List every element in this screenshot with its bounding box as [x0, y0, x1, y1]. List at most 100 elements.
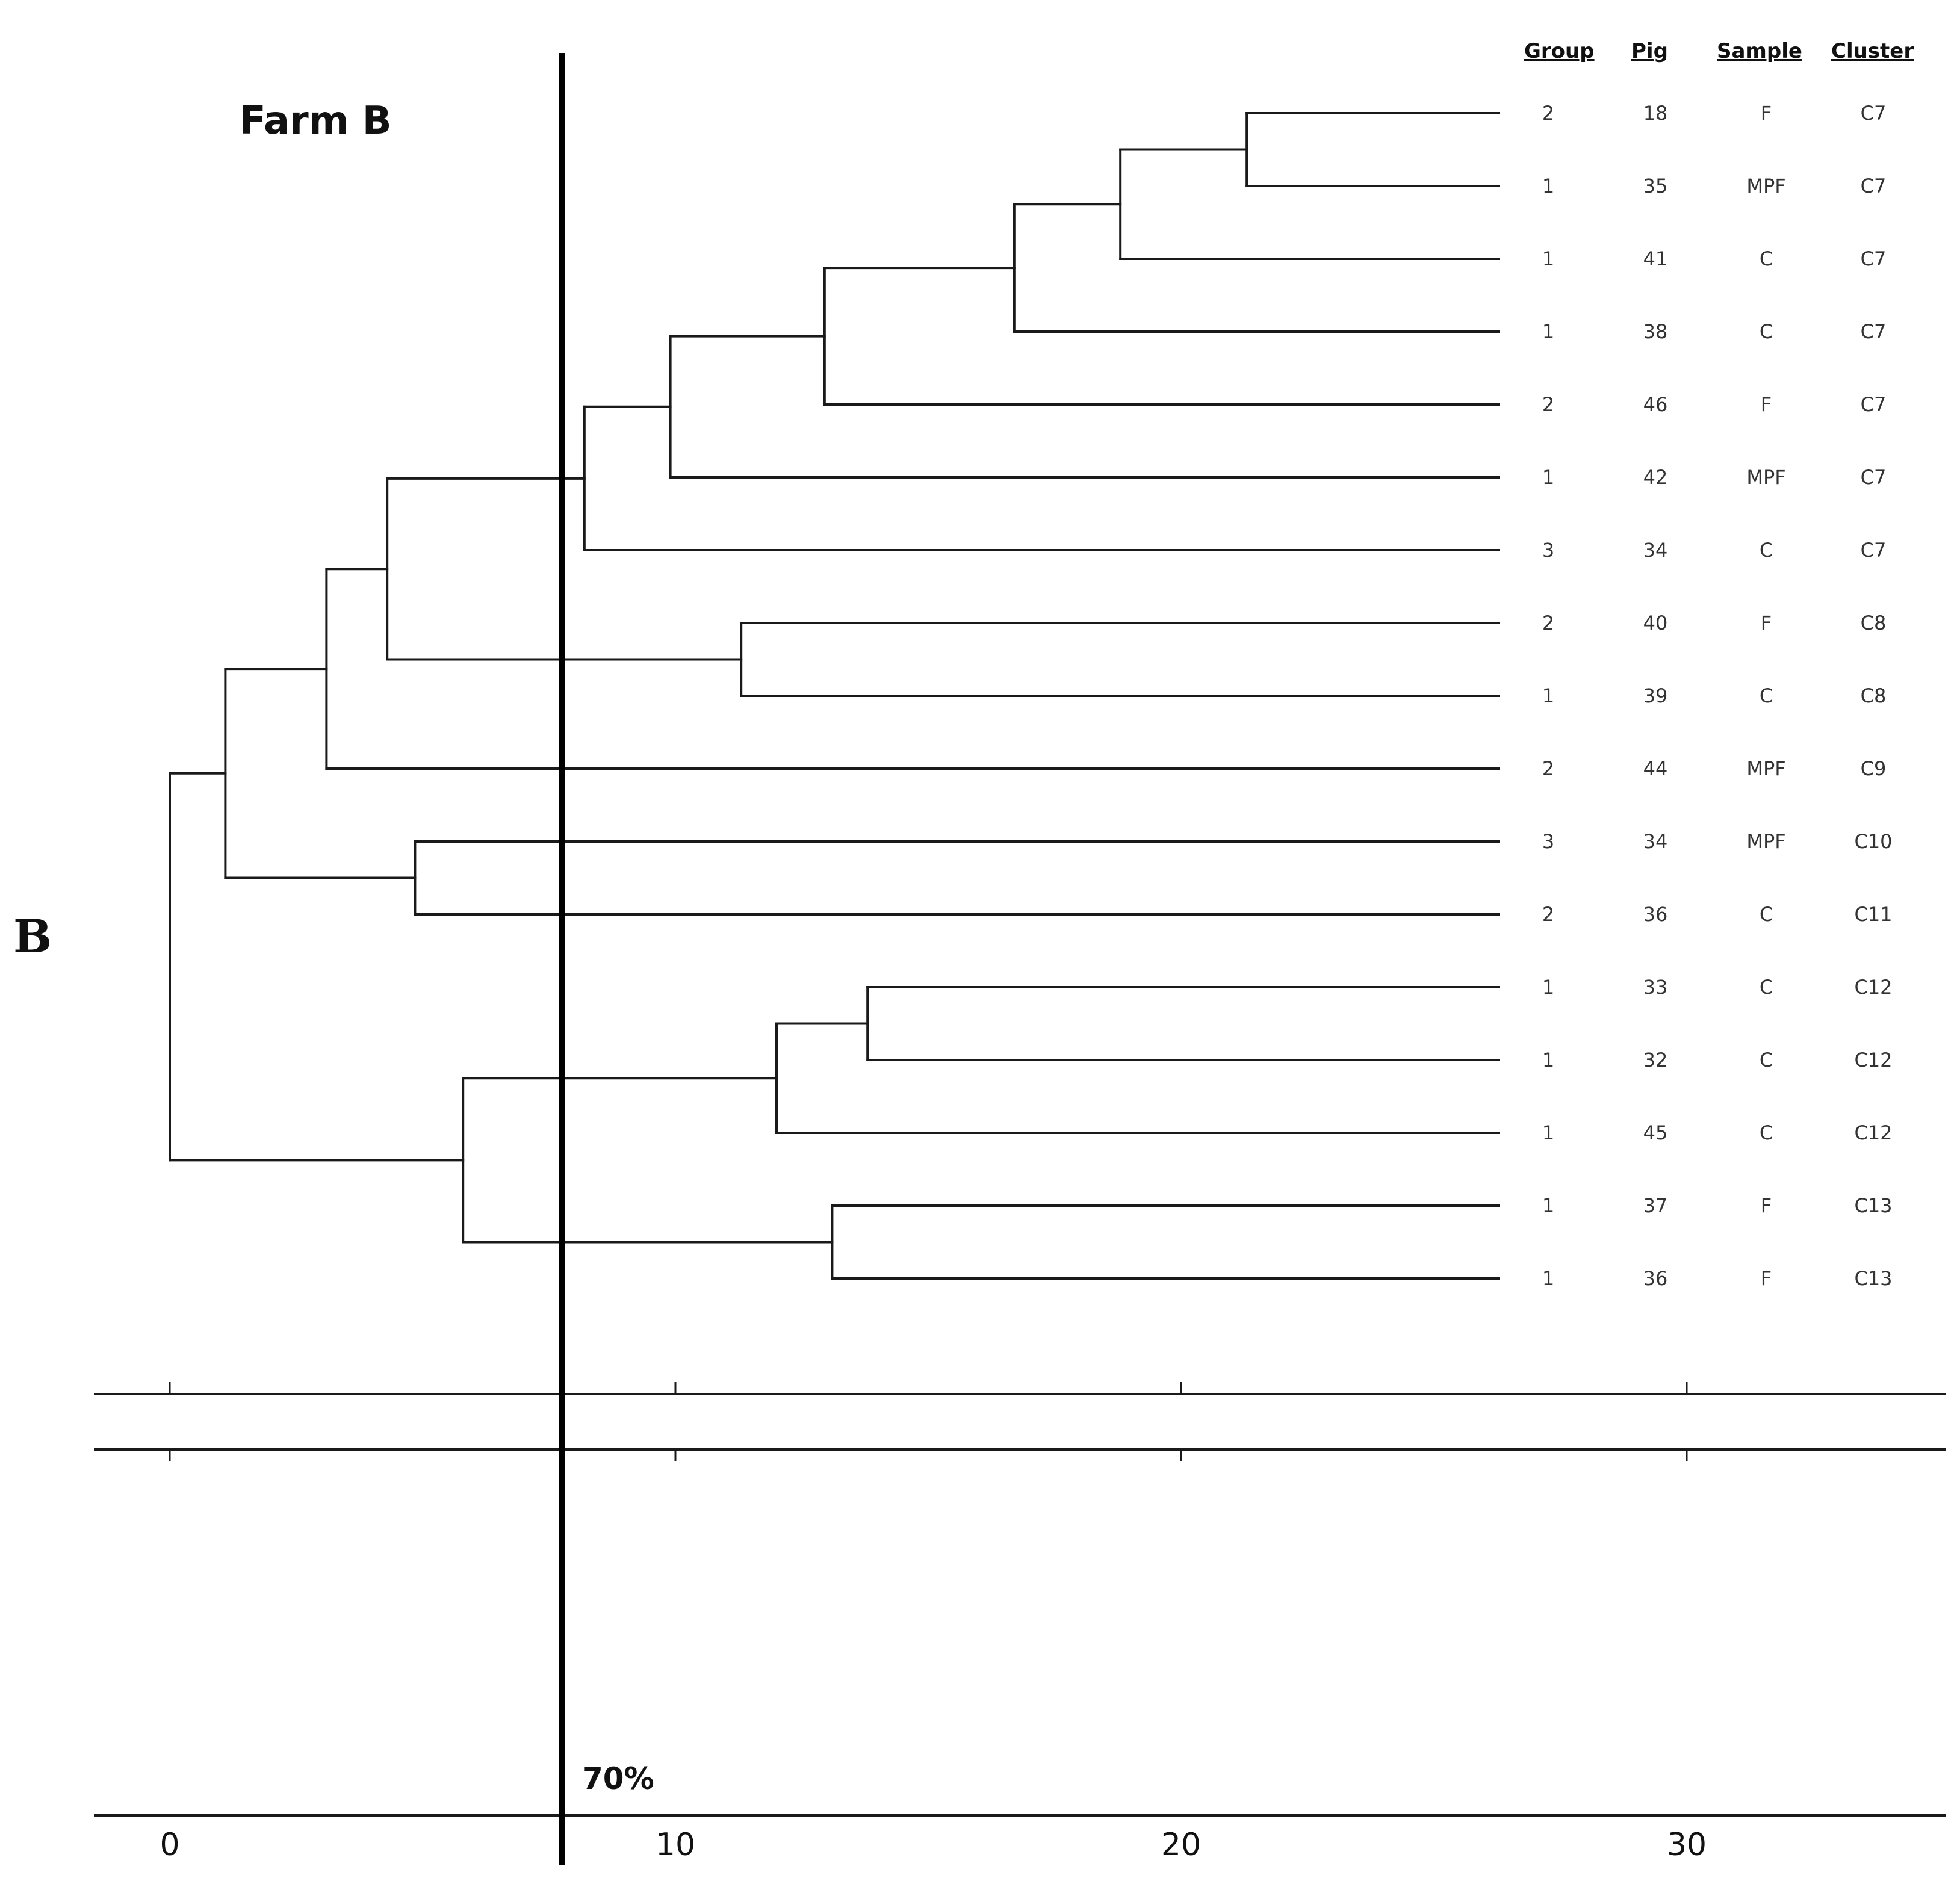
- cell-sample: MPF: [1746, 175, 1785, 197]
- table-row: 1 36 F C13: [1542, 1267, 1893, 1290]
- cell-group: 2: [1542, 102, 1554, 125]
- cell-cluster: C7: [1861, 175, 1887, 197]
- cell-sample: C: [1760, 320, 1773, 343]
- cell-pig: 33: [1643, 976, 1668, 999]
- chart-title: Farm B: [240, 99, 391, 143]
- column-header-sample: Sample: [1717, 39, 1802, 63]
- cell-pig: 41: [1643, 247, 1668, 270]
- cell-pig: 39: [1643, 684, 1668, 707]
- column-header-pig: Pig: [1631, 39, 1668, 63]
- cell-cluster: C7: [1861, 247, 1887, 270]
- cell-pig: 35: [1643, 175, 1668, 197]
- table-row: 1 38 C C7: [1542, 320, 1887, 343]
- x-axis: 0 10 20 30: [94, 1382, 1946, 1863]
- cell-sample: MPF: [1746, 757, 1785, 780]
- table-row: 1 33 C C12: [1542, 976, 1893, 999]
- cell-sample: F: [1761, 102, 1772, 125]
- table-row: 2 46 F C7: [1542, 393, 1887, 416]
- table-row: 3 34 MPF C10: [1542, 830, 1893, 853]
- cell-pig: 36: [1643, 1267, 1668, 1290]
- table-row: 1 41 C C7: [1542, 247, 1887, 270]
- cell-group: 1: [1542, 1267, 1554, 1290]
- cell-group: 1: [1542, 175, 1554, 197]
- cell-cluster: C7: [1861, 539, 1887, 562]
- cell-sample: C: [1760, 539, 1773, 562]
- cell-sample: MPF: [1746, 466, 1785, 489]
- cell-group: 2: [1542, 903, 1554, 926]
- cell-sample: F: [1761, 1267, 1772, 1290]
- table-row: 1 45 C C12: [1542, 1121, 1893, 1144]
- cell-pig: 42: [1643, 466, 1668, 489]
- dendrogram-branches: [169, 112, 1500, 1280]
- table-row: 1 37 F C13: [1542, 1194, 1893, 1217]
- cell-group: 2: [1542, 393, 1554, 416]
- cell-sample: C: [1760, 903, 1773, 926]
- table-row: 2 44 MPF C9: [1542, 757, 1887, 780]
- cell-sample: C: [1760, 247, 1773, 270]
- cell-cluster: C9: [1861, 757, 1887, 780]
- cell-pig: 38: [1643, 320, 1668, 343]
- cell-group: 3: [1542, 830, 1554, 853]
- cell-pig: 40: [1643, 612, 1668, 634]
- cell-pig: 34: [1643, 830, 1668, 853]
- cell-pig: 37: [1643, 1194, 1668, 1217]
- cell-cluster: C7: [1861, 393, 1887, 416]
- cell-group: 1: [1542, 1121, 1554, 1144]
- cell-cluster: C10: [1854, 830, 1892, 853]
- cell-pig: 45: [1643, 1121, 1668, 1144]
- table-row: 1 32 C C12: [1542, 1049, 1893, 1071]
- cell-cluster: C12: [1854, 976, 1892, 999]
- cell-group: 1: [1542, 684, 1554, 707]
- table-row: 2 40 F C8: [1542, 612, 1887, 634]
- cell-sample: C: [1760, 684, 1773, 707]
- cell-sample: F: [1761, 393, 1772, 416]
- x-tick-label: 0: [160, 1827, 179, 1863]
- table-row: 2 36 C C11: [1542, 903, 1893, 926]
- x-tick-label: 10: [656, 1827, 695, 1863]
- cell-group: 1: [1542, 320, 1554, 343]
- column-header-group: Group: [1524, 39, 1595, 63]
- cell-cluster: C8: [1861, 612, 1887, 634]
- x-tick-label: 20: [1161, 1827, 1201, 1863]
- cell-group: 2: [1542, 612, 1554, 634]
- cell-sample: MPF: [1746, 830, 1785, 853]
- table-row: 2 18 F C7: [1542, 102, 1887, 125]
- cell-cluster: C7: [1861, 320, 1887, 343]
- cell-group: 3: [1542, 539, 1554, 562]
- cell-cluster: C11: [1854, 903, 1892, 926]
- cell-pig: 44: [1643, 757, 1668, 780]
- cell-cluster: C13: [1854, 1194, 1892, 1217]
- cell-pig: 36: [1643, 903, 1668, 926]
- cell-pig: 18: [1643, 102, 1668, 125]
- cell-group: 1: [1542, 1049, 1554, 1071]
- cell-cluster: C13: [1854, 1267, 1892, 1290]
- table-row: 3 34 C C7: [1542, 539, 1887, 562]
- cell-cluster: C7: [1861, 466, 1887, 489]
- cell-sample: C: [1760, 976, 1773, 999]
- x-tick-label: 30: [1667, 1827, 1707, 1863]
- cutoff-label: 70%: [582, 1761, 654, 1796]
- cell-sample: C: [1760, 1121, 1773, 1144]
- panel-label: B: [13, 910, 52, 963]
- cell-sample: F: [1761, 612, 1772, 634]
- cell-sample: F: [1761, 1194, 1772, 1217]
- cell-pig: 32: [1643, 1049, 1668, 1071]
- cell-pig: 34: [1643, 539, 1668, 562]
- cell-cluster: C12: [1854, 1049, 1892, 1071]
- cell-cluster: C8: [1861, 684, 1887, 707]
- table-row: 1 35 MPF C7: [1542, 175, 1887, 197]
- cell-group: 1: [1542, 976, 1554, 999]
- table-row: 1 39 C C8: [1542, 684, 1887, 707]
- cell-group: 2: [1542, 757, 1554, 780]
- cell-group: 1: [1542, 466, 1554, 489]
- leaf-table: 2 18 F C7 1 35 MPF C7 1 41 C C7 1 38 C C7 2 46 F C7 1 42 MPF C7…: [1542, 102, 1893, 1290]
- cell-cluster: C7: [1861, 102, 1887, 125]
- column-header-cluster: Cluster: [1831, 39, 1914, 63]
- table-row: 1 42 MPF C7: [1542, 466, 1887, 489]
- cell-sample: C: [1760, 1049, 1773, 1071]
- cell-group: 1: [1542, 1194, 1554, 1217]
- table-header: Group Pig Sample Cluster: [1524, 39, 1914, 63]
- cell-group: 1: [1542, 247, 1554, 270]
- cell-cluster: C12: [1854, 1121, 1892, 1144]
